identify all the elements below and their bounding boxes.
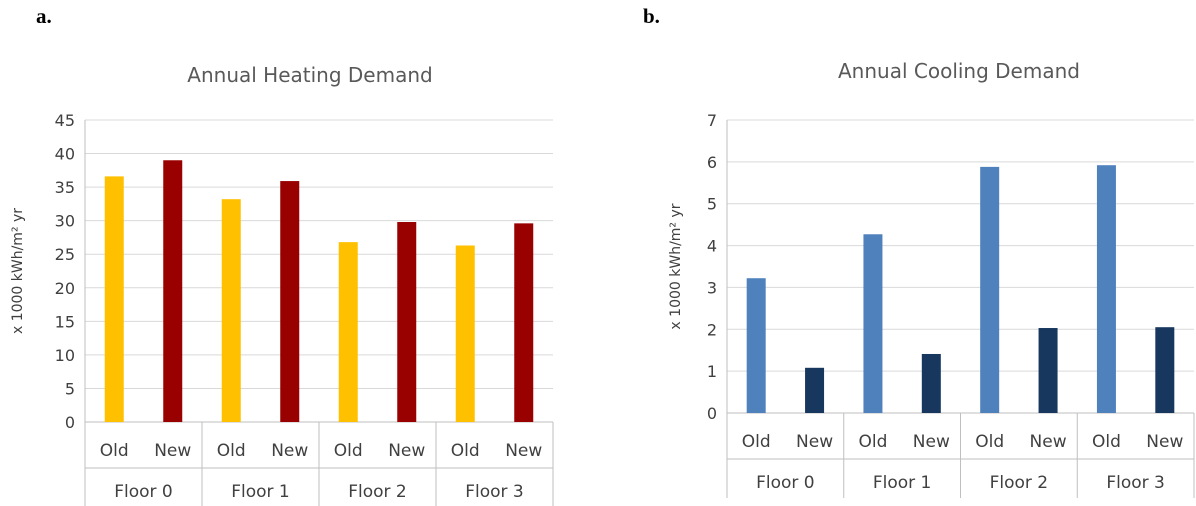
- heating-bar-floor-0-new: [163, 160, 183, 422]
- panel-label-b: b.: [643, 4, 660, 28]
- cooling-bar-floor-0-new: [805, 367, 825, 413]
- heating-bar-floor-3-new: [514, 223, 534, 422]
- heating-chart-title: Annual Heating Demand: [187, 63, 432, 87]
- cooling-bar-floor-1-old: [863, 234, 883, 413]
- heating-bar-floor-3-old: [455, 245, 475, 422]
- cooling-x-group-label: Floor 2: [990, 473, 1049, 493]
- cooling-x-subcategory-label: New: [913, 432, 950, 452]
- cooling-x-subcategory-label: Old: [975, 432, 1004, 452]
- cooling-x-subcategory-label: New: [1146, 432, 1183, 452]
- cooling-x-group-label: Floor 3: [1106, 473, 1165, 493]
- heating-y-tick-label: 20: [55, 279, 75, 298]
- heating-x-subcategory-label: New: [154, 441, 191, 461]
- panel-label-a: a.: [36, 4, 52, 28]
- cooling-x-subcategory-label: New: [796, 432, 833, 452]
- cooling-chart: Annual Cooling Demand x 1000 kWh/m² yr 0 1 2…: [668, 59, 1195, 498]
- heating-x-subcategory-label: Old: [451, 441, 480, 461]
- cooling-x-subcategory-label: Old: [742, 432, 771, 452]
- cooling-bar-floor-0-old: [746, 278, 766, 413]
- heating-y-axis-label: x 1000 kWh/m² yr: [10, 208, 26, 334]
- heating-y-tick-label: 30: [55, 212, 75, 231]
- heating-x-subcategory-label: Old: [334, 441, 363, 461]
- heating-chart: Annual Heating Demand x 1000 kWh/m² yr 0 5 1…: [10, 63, 554, 506]
- cooling-y-axis-label: x 1000 kWh/m² yr: [668, 203, 684, 329]
- cooling-y-tick-label: 5: [707, 195, 717, 214]
- cooling-bar-floor-1-new: [921, 353, 941, 413]
- heating-bar-floor-0-old: [104, 176, 124, 422]
- cooling-y-tick-label: 1: [707, 362, 717, 381]
- cooling-x-subcategory-label: Old: [1092, 432, 1121, 452]
- heating-bar-floor-1-old: [221, 199, 241, 422]
- heating-y-tick-label: 0: [65, 413, 75, 432]
- cooling-x-subcategory-label: New: [1030, 432, 1067, 452]
- cooling-bar-floor-3-old: [1096, 165, 1116, 413]
- heating-y-tick-label: 35: [55, 178, 75, 197]
- heating-x-group-label: Floor 2: [348, 482, 407, 502]
- cooling-x-group-label: Floor 0: [756, 473, 815, 493]
- heating-y-tick-label: 15: [55, 312, 75, 331]
- heating-x-subcategory-label: Old: [217, 441, 246, 461]
- heating-x-subcategory-label: Old: [100, 441, 129, 461]
- heating-y-tick-label: 25: [55, 245, 75, 264]
- heating-y-tick-label: 40: [55, 145, 75, 164]
- heating-y-tick-label: 45: [55, 111, 75, 130]
- heating-y-tick-label: 5: [65, 379, 75, 398]
- heating-bar-floor-2-old: [338, 242, 358, 422]
- heating-x-group-label: Floor 1: [231, 482, 290, 502]
- heating-x-group-label: Floor 3: [465, 482, 524, 502]
- cooling-y-tick-label: 3: [707, 278, 717, 297]
- heating-y-tick-label: 10: [55, 346, 75, 365]
- heating-bar-floor-2-new: [397, 222, 417, 422]
- cooling-y-tick-label: 2: [707, 320, 717, 339]
- cooling-y-tick-label: 0: [707, 404, 717, 423]
- heating-bar-floor-1-new: [280, 181, 300, 422]
- heating-x-subcategory-label: New: [271, 441, 308, 461]
- heating-x-subcategory-label: New: [388, 441, 425, 461]
- cooling-y-tick-label: 7: [707, 111, 717, 130]
- heating-x-group-label: Floor 0: [114, 482, 173, 502]
- cooling-bar-floor-2-old: [980, 166, 1000, 413]
- cooling-y-tick-label: 4: [707, 237, 717, 256]
- cooling-bar-floor-3-new: [1155, 327, 1175, 413]
- cooling-x-group-label: Floor 1: [873, 473, 932, 493]
- cooling-chart-title: Annual Cooling Demand: [838, 59, 1080, 83]
- heating-x-subcategory-label: New: [505, 441, 542, 461]
- cooling-bar-floor-2-new: [1038, 328, 1058, 413]
- cooling-x-subcategory-label: Old: [858, 432, 887, 452]
- cooling-y-tick-label: 6: [707, 153, 717, 172]
